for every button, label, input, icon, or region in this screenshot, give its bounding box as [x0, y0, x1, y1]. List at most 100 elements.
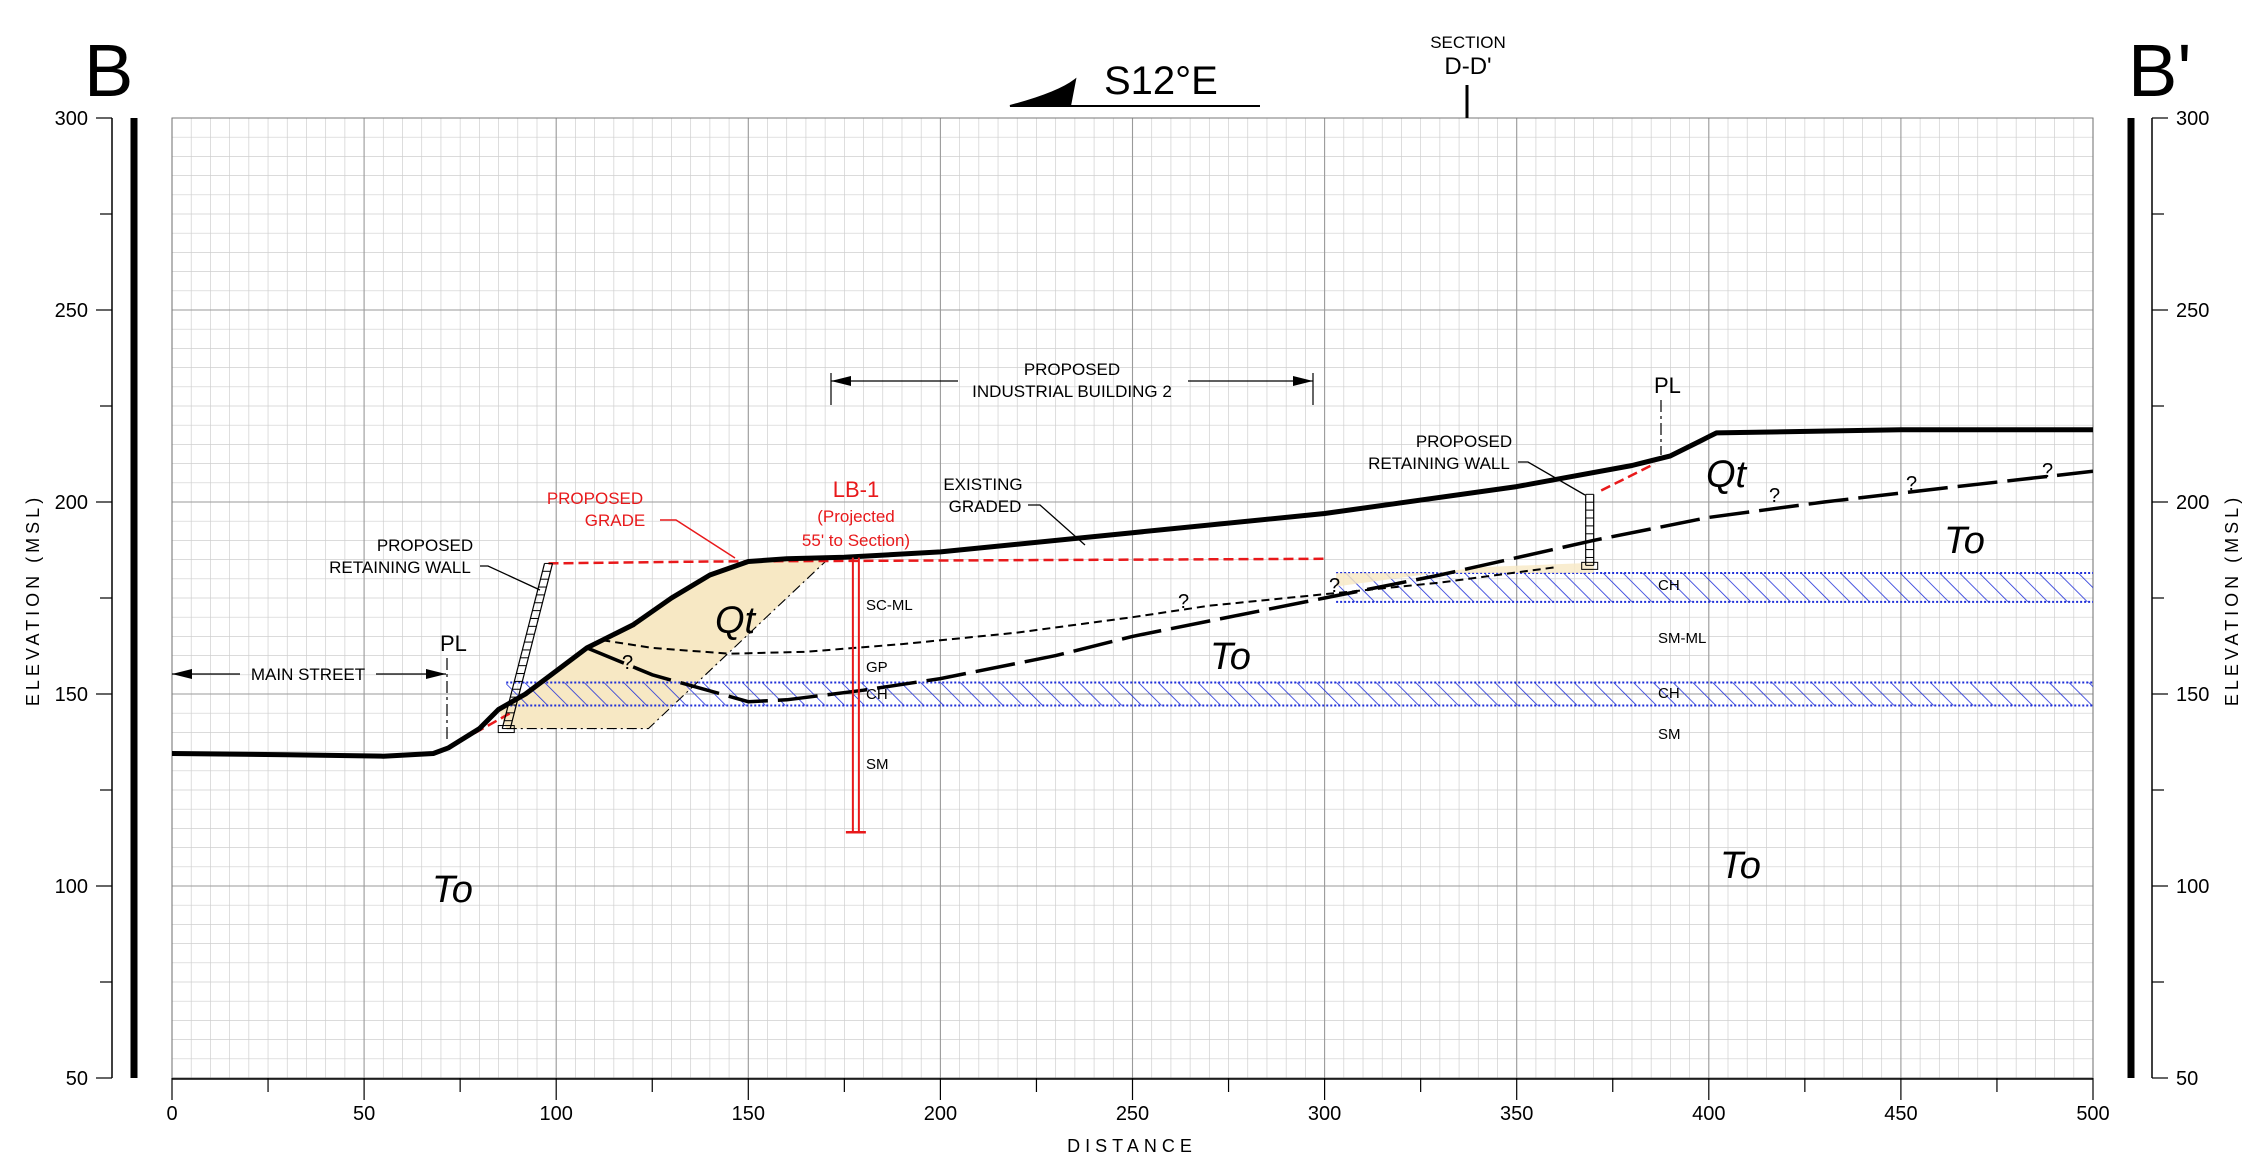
y-tick-label-right: 50	[2176, 1068, 2198, 1090]
unit-to-left: To	[432, 869, 473, 911]
x-axis-title: DISTANCE	[1067, 1136, 1197, 1153]
soil-ch-left: CH	[866, 686, 888, 703]
fill-base-contact	[602, 566, 1556, 655]
retaining-wall-label-line1: PROPOSED	[377, 536, 473, 555]
y-axis-title-left: ELEVATION (MSL)	[23, 494, 43, 706]
retaining-wall-leader	[480, 565, 541, 591]
soil-gp: GP	[866, 659, 888, 676]
section-end-label: B'	[2128, 29, 2192, 112]
retaining-wall-left	[497, 562, 554, 734]
y-tick-label-left: 100	[55, 876, 88, 898]
north-arrow	[1009, 77, 1260, 107]
unit-to-upper-right: To	[1944, 520, 1985, 562]
wall-face	[509, 563, 554, 729]
retaining-wall-label-line2: RETAINING WALL	[329, 558, 471, 577]
x-tick-label: 300	[1308, 1103, 1341, 1125]
wall-footing	[497, 725, 515, 734]
boring-note-line2: 55' to Section)	[802, 531, 910, 550]
building-label-line1: PROPOSED	[1024, 360, 1120, 379]
proposed-grade-label-line2: GRADE	[585, 511, 645, 530]
property-line-label-left: PL	[440, 631, 467, 656]
proposed-grade-leader	[660, 519, 736, 559]
y-tick-label-left: 150	[55, 684, 88, 706]
clay-layer	[1336, 573, 2093, 602]
uncertain-contact-2: ?	[1178, 591, 1189, 613]
retaining-wall-right	[1581, 493, 1599, 570]
y-tick-label-left: 200	[55, 492, 88, 514]
existing-ground-surface	[172, 427, 2093, 759]
section-bearing: S12°E	[1104, 59, 1218, 103]
x-tick-label: 400	[1692, 1103, 1725, 1125]
y-tick-label-right: 100	[2176, 876, 2209, 898]
building-extent	[830, 373, 1314, 405]
soil-sm-ml-right: SM-ML	[1658, 630, 1706, 647]
proposed-grade-label-line1: PROPOSED	[547, 489, 643, 508]
building-label-line2: INDUSTRIAL BUILDING 2	[972, 382, 1172, 401]
main-street-extent	[172, 669, 446, 679]
cross-section-name: D-D'	[1444, 53, 1491, 80]
main-street-label: MAIN STREET	[251, 665, 365, 684]
boring-label: LB-1	[833, 477, 879, 502]
arrow-left-icon	[831, 376, 851, 386]
axis-ticks: 0 50 100 150 200 250 300 350 400 450 500 50 50 100 100…	[55, 108, 2210, 1125]
existing-graded-leader	[1028, 504, 1086, 546]
x-tick-label: 150	[732, 1103, 765, 1125]
retaining-wall-2-label-line2: RETAINING WALL	[1368, 454, 1510, 473]
retaining-wall-2-leader	[1518, 461, 1586, 496]
arrow-right-icon	[1293, 376, 1313, 386]
uncertain-contact-3: ?	[1329, 575, 1340, 597]
retaining-wall-2-label-line1: PROPOSED	[1416, 432, 1512, 451]
uncertain-contact-4: ?	[1769, 485, 1780, 507]
uncertain-contact-5: ?	[1906, 473, 1917, 495]
soil-sc-ml: SC-ML	[866, 597, 913, 614]
boring-note-line1: (Projected	[817, 507, 894, 526]
unit-qt-right: Qt	[1706, 454, 1748, 496]
y-tick-label-left: 300	[55, 108, 88, 130]
wall-face	[501, 563, 546, 729]
y-tick-label-right: 300	[2176, 108, 2209, 130]
x-tick-label: 350	[1500, 1103, 1533, 1125]
bearing-arrow-icon	[1009, 77, 1260, 107]
x-tick-label: 250	[1116, 1103, 1149, 1125]
arrow-right-icon	[426, 669, 446, 679]
soil-sm-right: SM	[1658, 726, 1681, 743]
uncertain-contact-1: ?	[622, 652, 633, 674]
clay-layer	[506, 682, 2093, 706]
qt-to-contact	[586, 469, 2093, 704]
unit-to-middle: To	[1210, 636, 1251, 678]
existing-graded-label-line1: EXISTING	[943, 475, 1022, 494]
y-tick-label-right: 150	[2176, 684, 2209, 706]
x-tick-label: 50	[353, 1103, 375, 1125]
x-tick-label: 0	[166, 1103, 177, 1125]
wall-footing	[1581, 561, 1599, 570]
boring-lb1	[845, 557, 866, 834]
arrow-left-icon	[172, 669, 192, 679]
property-line-label-right: PL	[1654, 373, 1681, 398]
x-tick-label: 100	[540, 1103, 573, 1125]
soil-ch-upper-right: CH	[1658, 577, 1680, 594]
annotations: PROPOSED GRADE PROPOSED RETAINING WALL E…	[172, 360, 2053, 911]
soil-ch-lower-right: CH	[1658, 685, 1680, 702]
y-tick-label-left: 250	[55, 300, 88, 322]
y-axis-title-right: ELEVATION (MSL)	[2222, 494, 2242, 706]
soil-sm-left: SM	[866, 756, 889, 773]
x-tick-label: 450	[1884, 1103, 1917, 1125]
uncertain-contact-6: ?	[2042, 460, 2053, 482]
y-tick-label-left: 50	[66, 1068, 88, 1090]
y-tick-label-right: 250	[2176, 300, 2209, 322]
y-tick-label-right: 200	[2176, 492, 2209, 514]
x-tick-label: 500	[2076, 1103, 2109, 1125]
cross-section-caption: SECTION	[1430, 33, 1506, 52]
section-start-label: B	[84, 29, 133, 112]
x-tick-label: 200	[924, 1103, 957, 1125]
section-lines	[172, 427, 2093, 834]
unit-to-lower-right: To	[1720, 845, 1761, 887]
proposed-grade-pad	[548, 557, 1325, 565]
unit-fills	[498, 557, 2093, 730]
proposed-grade-upper	[1600, 462, 1656, 492]
excavation-limit	[506, 557, 830, 730]
unit-qt-left: Qt	[715, 600, 757, 642]
qt-fill-right	[1336, 562, 1594, 587]
existing-graded-label-line2: GRADED	[949, 497, 1022, 516]
